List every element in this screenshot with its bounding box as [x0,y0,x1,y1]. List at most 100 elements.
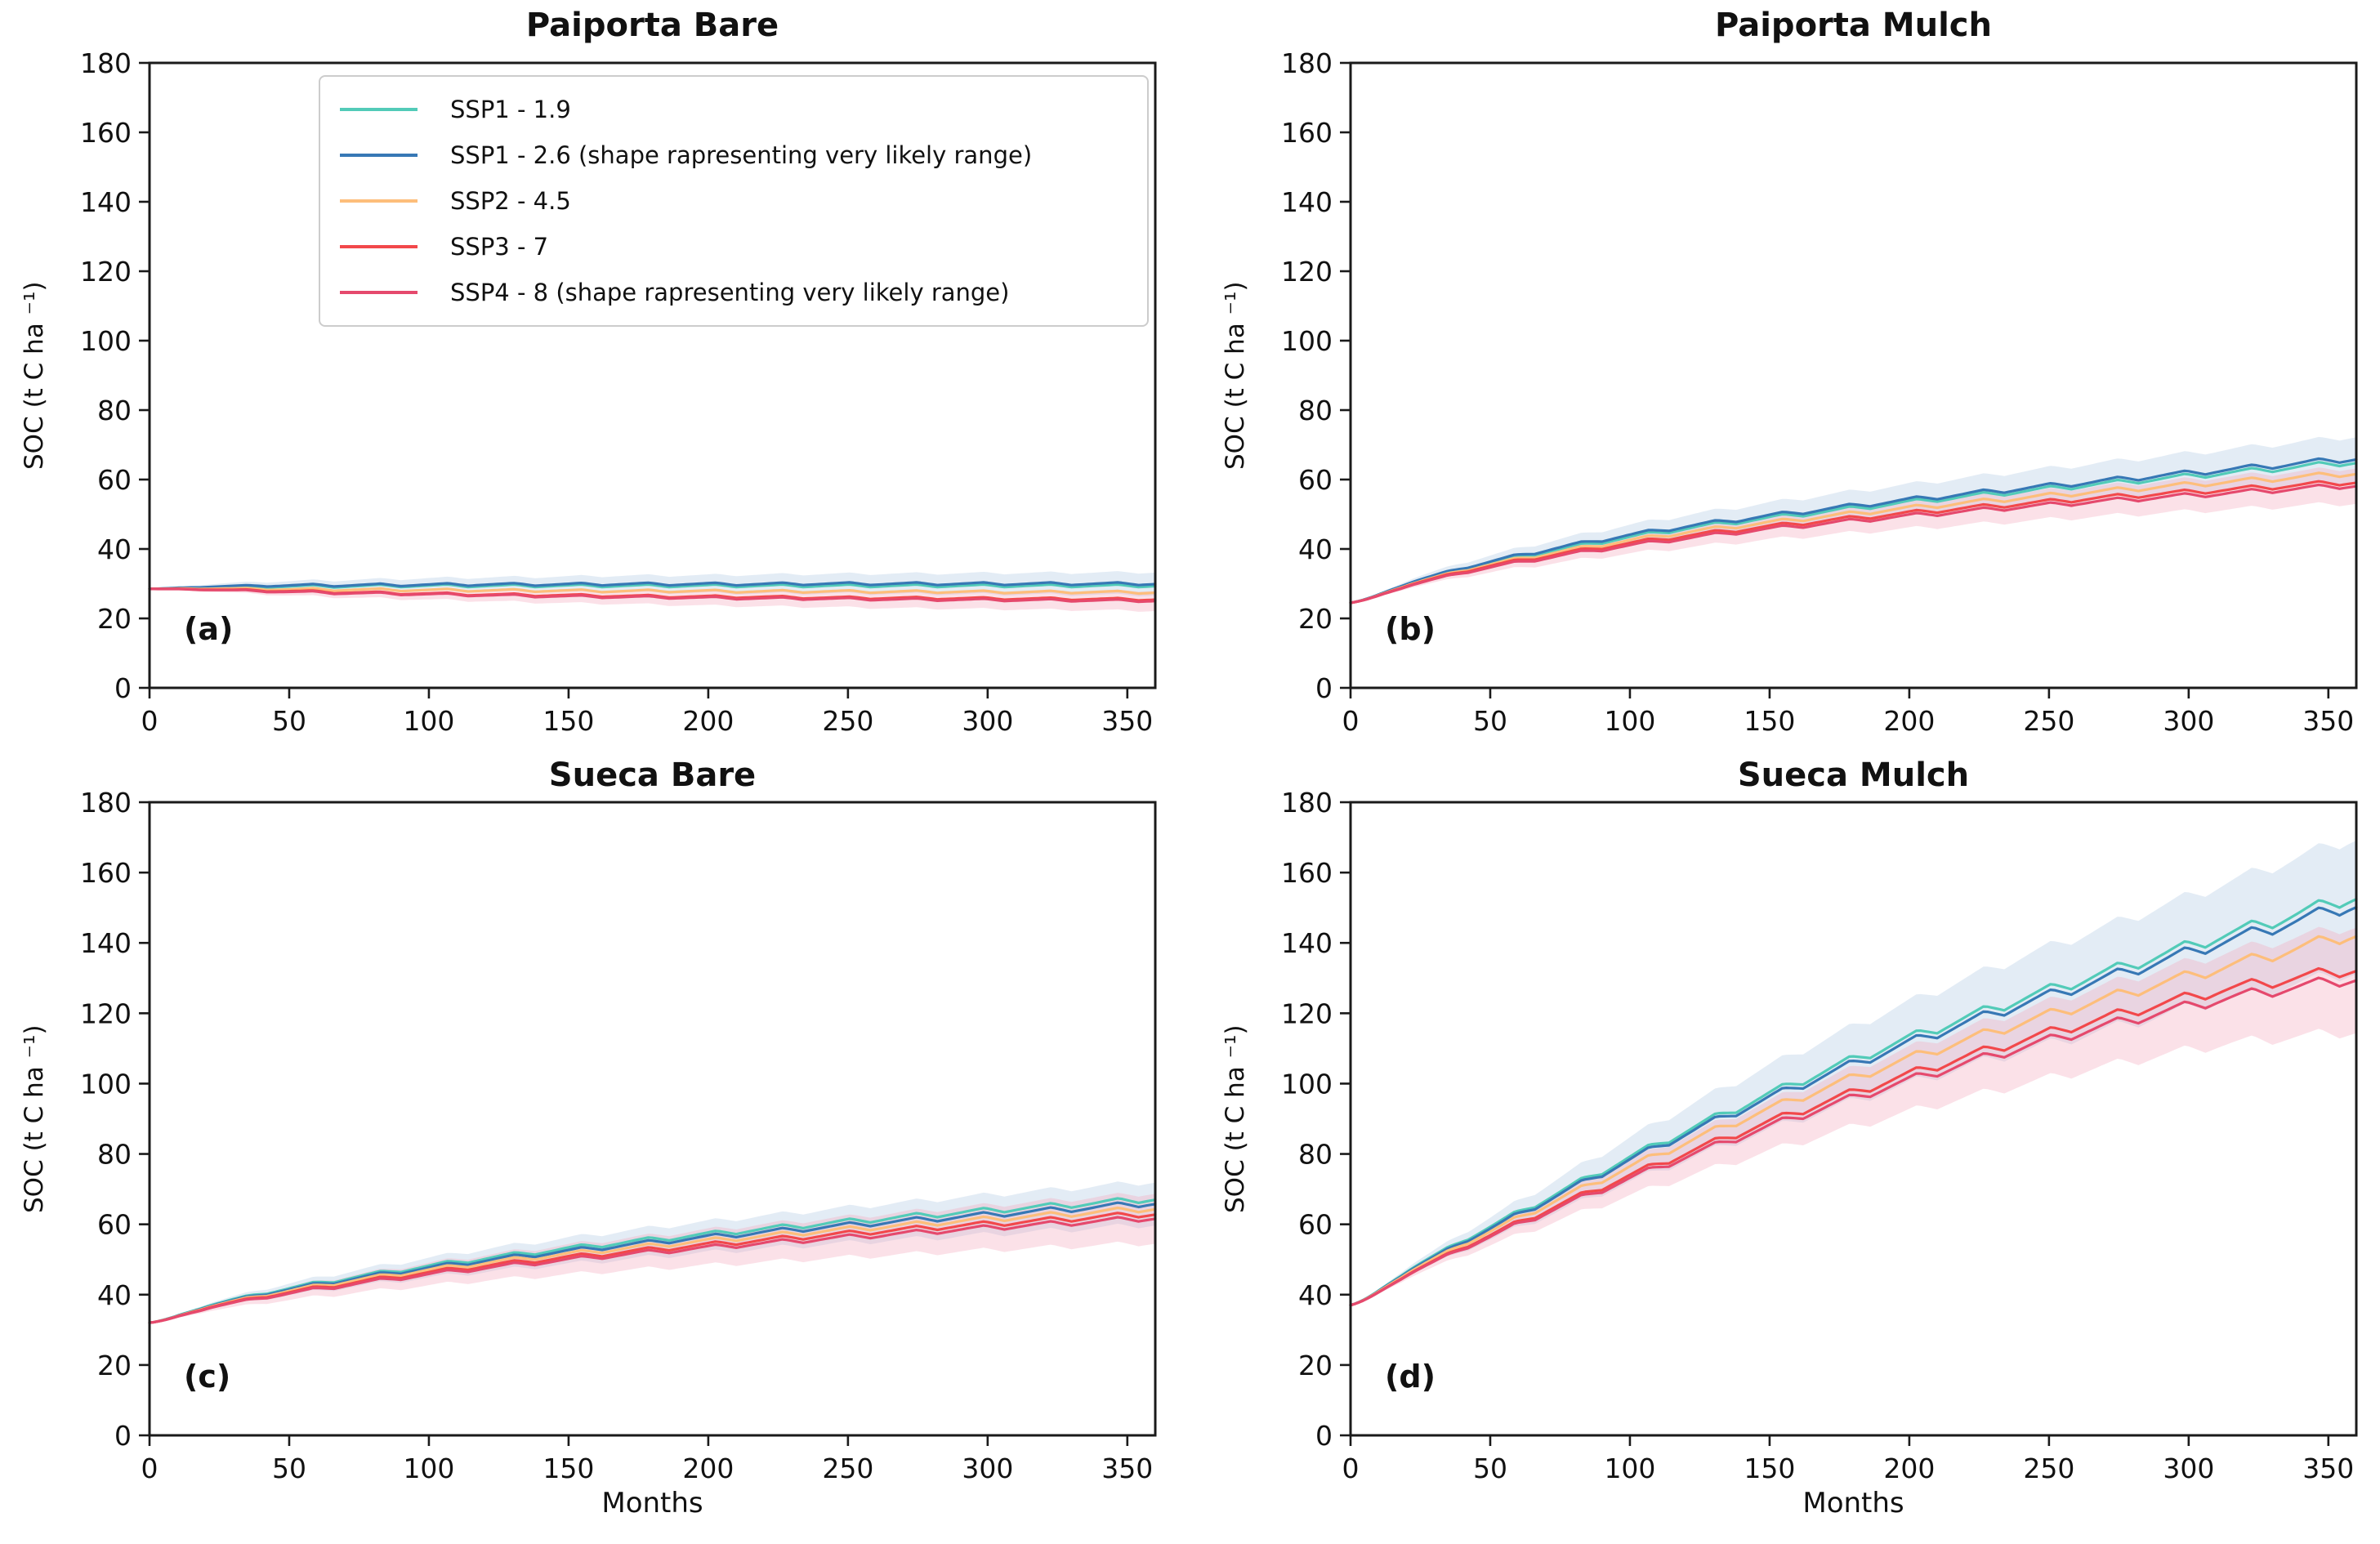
x-tick-label: 200 [682,1453,734,1484]
x-tick-label: 0 [1342,1453,1360,1484]
y-tick-label: 180 [80,47,132,79]
x-tick-label: 150 [1744,705,1795,737]
y-tick-label: 60 [1298,1209,1333,1241]
uncertainty-band [1351,926,2356,1305]
y-tick-label: 180 [1281,47,1333,79]
panel-b-letter: (b) [1385,611,1436,647]
y-tick-label: 20 [1298,1350,1333,1381]
legend-swatch-ssp1-26 [340,154,418,157]
plot-frame [1349,61,2358,689]
legend-swatch-ssp1-19 [340,108,418,111]
y-tick-label: 80 [97,395,132,426]
y-tick-label: 100 [1281,325,1333,357]
x-tick-label: 250 [822,1453,873,1484]
y-tick-label: 160 [1281,857,1333,889]
y-tick-label: 80 [1298,395,1333,426]
y-tick-label: 180 [1281,787,1333,819]
legend-swatch-ssp3-7 [340,245,418,248]
x-tick-label: 0 [141,1453,159,1484]
x-tick-label: 200 [1883,1453,1935,1484]
legend-item: SSP3 - 7 [320,224,1147,270]
legend: SSP1 - 1.9 SSP1 - 2.6 (shape rapresentin… [319,75,1149,327]
series-line [148,581,1157,591]
y-tick-label: 100 [1281,1068,1333,1100]
y-tick-label: 0 [114,1420,132,1452]
y-tick-label: 40 [97,533,132,565]
y-tick-label: 140 [1281,927,1333,959]
x-tick-label: 300 [962,1453,1013,1484]
legend-label: SSP4 - 8 (shape rapresenting very likely… [450,279,1010,306]
y-tick-label: 140 [1281,186,1333,218]
y-axis-label-b: SOC (t C ha ⁻¹) [1221,281,1250,470]
series-line [1349,480,2358,605]
x-tick-label: 50 [1473,705,1507,737]
series-line [1349,471,2358,605]
y-tick-label: 120 [80,997,132,1029]
y-tick-label: 20 [1298,603,1333,635]
series-line [1349,935,2358,1307]
panel-b-title: Paiporta Mulch [1714,7,1992,44]
y-tick-label: 60 [97,464,132,496]
x-tick-label: 350 [2302,705,2354,737]
y-tick-label: 60 [1298,464,1333,496]
legend-label: SSP1 - 2.6 (shape rapresenting very like… [450,141,1033,169]
x-tick-label: 250 [822,705,873,737]
x-tick-label: 50 [1473,1453,1507,1484]
uncertainty-band [1351,467,2356,603]
x-tick-label: 300 [2163,1453,2214,1484]
legend-item: SSP2 - 4.5 [320,178,1147,224]
x-tick-label: 300 [2163,705,2214,737]
plot-frame [148,61,1157,689]
y-tick-label: 160 [80,857,132,889]
x-tick-label: 0 [141,705,159,737]
x-tick-label: 100 [1604,705,1655,737]
series-line [1349,976,2358,1307]
series-line [1349,906,2358,1307]
y-tick-label: 40 [1298,1279,1333,1311]
x-tick-label: 350 [2302,1453,2354,1484]
y-tick-label: 60 [97,1209,132,1241]
series-line [148,1206,1157,1324]
x-axis-label-c: Months [601,1487,703,1519]
y-tick-label: 140 [80,927,132,959]
series-line [1349,483,2358,605]
series-line [1349,461,2358,605]
y-tick-label: 120 [1281,997,1333,1029]
series-line [1349,898,2358,1307]
y-tick-label: 120 [80,256,132,288]
x-tick-label: 100 [403,1453,454,1484]
y-tick-label: 160 [80,117,132,149]
panel-d-title: Sueca Mulch [1737,756,1970,794]
panel-c-letter: (c) [184,1359,231,1395]
plot-frame [148,801,1157,1437]
legend-item: SSP4 - 8 (shape rapresenting very likely… [320,270,1147,315]
x-axis-label-d: Months [1802,1487,1904,1519]
legend-label: SSP1 - 1.9 [450,96,571,123]
x-tick-label: 250 [2023,1453,2074,1484]
y-tick-label: 0 [114,672,132,704]
y-tick-label: 180 [80,787,132,819]
panel-a-title: Paiporta Bare [525,7,779,44]
panel-c-title: Sueca Bare [548,756,757,794]
legend-label: SSP2 - 4.5 [450,187,571,215]
y-axis-label-d: SOC (t C ha ⁻¹) [1221,1024,1250,1213]
series-line [148,587,1157,604]
y-tick-label: 0 [1315,672,1333,704]
x-tick-label: 350 [1101,705,1153,737]
y-tick-label: 120 [1281,256,1333,288]
y-tick-label: 160 [1281,117,1333,149]
x-tick-label: 150 [1744,1453,1795,1484]
y-tick-label: 40 [97,1279,132,1311]
x-tick-label: 300 [962,705,1013,737]
y-tick-label: 20 [97,603,132,635]
legend-item: SSP1 - 1.9 [320,87,1147,132]
x-tick-label: 0 [1342,705,1360,737]
y-tick-label: 80 [97,1139,132,1171]
x-tick-label: 350 [1101,1453,1153,1484]
plot-frame [1349,801,2358,1437]
x-tick-label: 250 [2023,705,2074,737]
x-tick-label: 100 [403,705,454,737]
y-axis-label-a: SOC (t C ha ⁻¹) [20,281,49,470]
